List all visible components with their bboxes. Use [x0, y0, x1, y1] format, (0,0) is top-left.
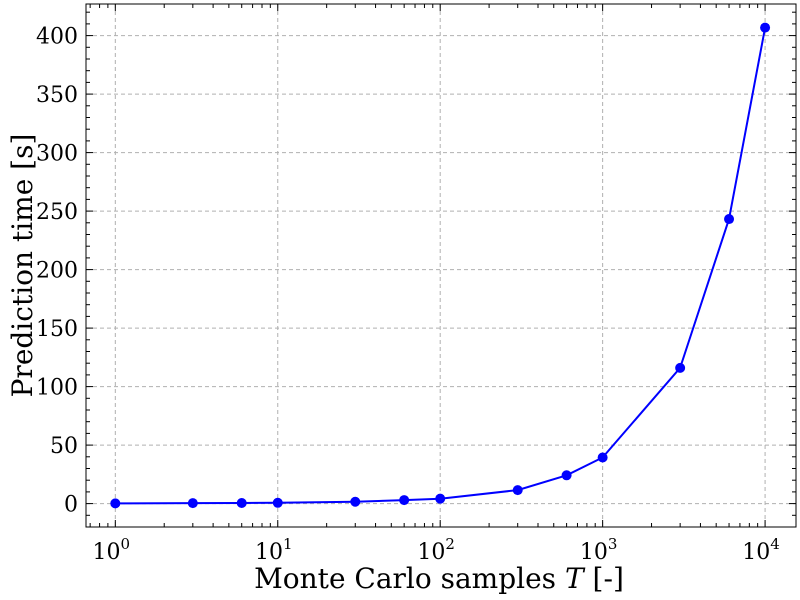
data-point	[512, 485, 523, 496]
y-axis-title: Prediction time [s]	[6, 134, 39, 398]
data-point	[760, 22, 771, 33]
data-point	[350, 496, 361, 507]
x-tick-base: 10	[255, 540, 283, 565]
y-tick-labels: 0 50 100 150 200 250 300 350 400	[36, 25, 78, 518]
x-axis-title-prefix: Monte Carlo samples	[254, 562, 565, 595]
x-tick-label: 102	[417, 535, 455, 565]
y-tick-label: 300	[36, 142, 78, 167]
x-axis-title-suffix: [-]	[584, 562, 624, 595]
data-point	[435, 493, 446, 504]
y-tick-label: 150	[36, 317, 78, 342]
data-point	[561, 470, 572, 481]
plot-area-frame	[85, 3, 797, 528]
data-point	[399, 495, 410, 506]
x-tick-base: 10	[580, 540, 608, 565]
x-tick-label: 100	[93, 535, 131, 565]
axis-ticks	[86, 4, 796, 527]
x-tick-labels: 100 101 102 103 104	[93, 535, 780, 565]
x-tick-base: 10	[742, 540, 770, 565]
y-tick-label: 0	[64, 493, 78, 518]
x-tick-label: 104	[742, 535, 780, 565]
data-point	[675, 362, 686, 373]
y-tick-label: 100	[36, 376, 78, 401]
data-point	[110, 498, 121, 509]
series-layer	[110, 22, 771, 509]
data-point	[724, 214, 735, 225]
y-tick-label: 400	[36, 25, 78, 50]
y-tick-label: 200	[36, 259, 78, 284]
x-tick-base: 10	[417, 540, 445, 565]
x-axis-title: Monte Carlo samples T [-]	[254, 562, 624, 595]
x-tick-exponent: 4	[770, 535, 780, 553]
x-tick-exponent: 0	[121, 535, 131, 553]
data-point	[272, 497, 283, 508]
y-tick-label: 250	[36, 200, 78, 225]
x-tick-label: 101	[255, 535, 293, 565]
grid-lines	[86, 4, 796, 527]
x-tick-exponent: 2	[445, 535, 455, 553]
y-tick-label: 350	[36, 83, 78, 108]
x-tick-exponent: 3	[608, 535, 618, 553]
data-point	[236, 498, 247, 509]
data-point	[597, 452, 608, 463]
y-tick-label: 50	[50, 434, 78, 459]
x-tick-exponent: 1	[283, 535, 293, 553]
x-tick-base: 10	[93, 540, 121, 565]
data-point	[187, 498, 198, 509]
x-tick-label: 103	[580, 535, 618, 565]
x-axis-title-variable: T	[565, 562, 586, 595]
